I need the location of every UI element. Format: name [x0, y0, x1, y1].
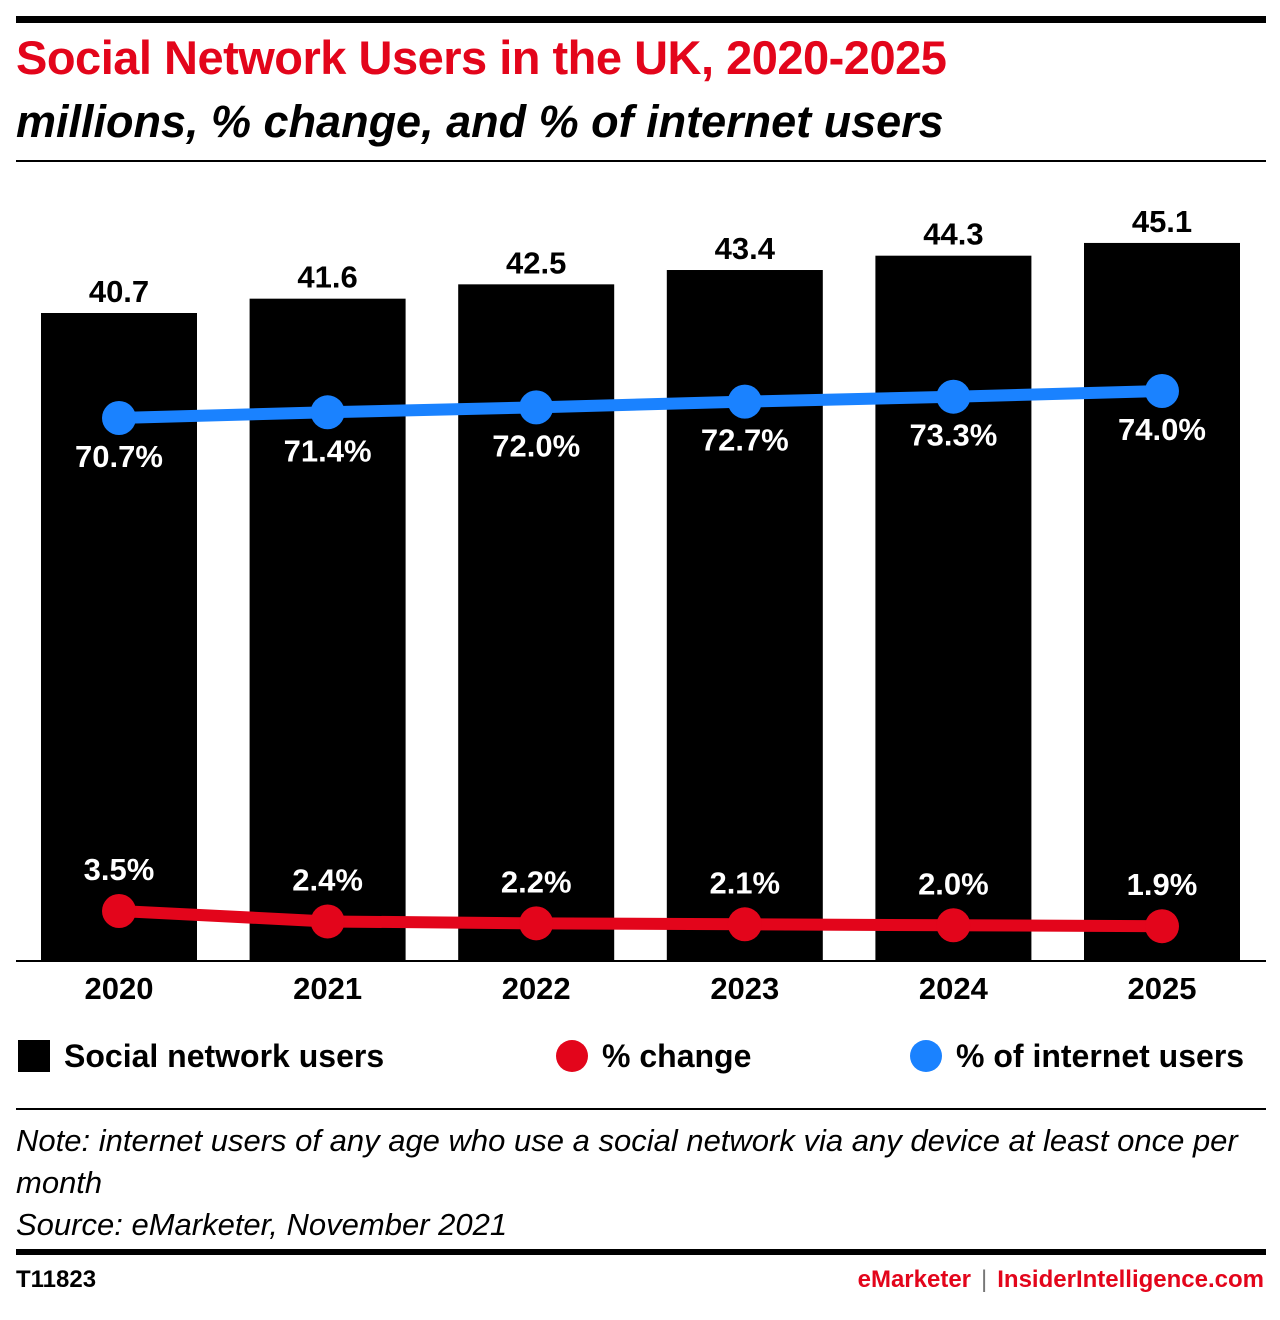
- percent-change-point: [519, 906, 554, 941]
- percent-change-data-label: 2.1%: [709, 865, 780, 900]
- note: Note: internet users of any age who use …: [16, 1120, 1266, 1246]
- subtitle-rule: [16, 160, 1266, 162]
- brand-emarketer: eMarketer: [857, 1266, 972, 1293]
- x-tick-label: 2020: [85, 971, 154, 1006]
- percent-change-data-label: 1.9%: [1127, 867, 1198, 902]
- bar-value-label: 43.4: [715, 231, 776, 266]
- legend-rule: [16, 1108, 1266, 1110]
- internet-share-point: [102, 401, 136, 435]
- bar-value-label: 42.5: [506, 245, 566, 280]
- legend-label-bars: Social network users: [64, 1037, 385, 1074]
- internet-share-point: [310, 395, 345, 430]
- percent-change-point: [936, 908, 971, 943]
- bar: [875, 255, 1032, 961]
- percent-change-point: [310, 904, 345, 939]
- percent-change-data-label: 2.4%: [292, 862, 363, 897]
- legend-swatch-bars: [18, 1040, 50, 1072]
- percent-change-data-label: 2.0%: [918, 866, 989, 901]
- bar: [666, 270, 823, 961]
- internet-share-data-label: 73.3%: [909, 418, 997, 453]
- internet-share-point: [936, 379, 971, 414]
- legend-swatch-change: [556, 1040, 588, 1072]
- internet-share-data-label: 72.7%: [701, 423, 789, 458]
- internet-share-point: [1145, 374, 1179, 408]
- internet-share-data-label: 70.7%: [75, 439, 163, 474]
- bar: [458, 284, 615, 961]
- x-tick-label: 2022: [502, 971, 571, 1006]
- percent-change-data-label: 2.2%: [501, 864, 572, 899]
- legend-percent-internet-users: % of internet users: [910, 1036, 1244, 1076]
- bar: [1084, 242, 1240, 962]
- x-tick-label: 2025: [1128, 971, 1197, 1006]
- top-rule: [16, 16, 1266, 23]
- internet-share-point: [727, 384, 762, 419]
- bar-value-label: 41.6: [297, 260, 357, 295]
- percent-change-point: [1145, 909, 1179, 944]
- note-text: Note: internet users of any age who use …: [16, 1123, 1238, 1200]
- bar-value-label: 40.7: [89, 274, 149, 309]
- percent-change-line: [113, 905, 1168, 933]
- chart-subtitle: millions, % change, and % of internet us…: [16, 96, 944, 147]
- brand-separator: |: [981, 1266, 988, 1293]
- chart-title: Social Network Users in the UK, 2020-202…: [16, 31, 947, 84]
- legend-swatch-share: [910, 1040, 942, 1072]
- bottom-rule: [16, 1249, 1266, 1255]
- x-tick-label: 2024: [919, 971, 989, 1006]
- internet-share-point: [519, 390, 554, 425]
- legend-percent-change: % change: [556, 1036, 751, 1076]
- legend-social-network-users: Social network users: [18, 1036, 384, 1076]
- brand: eMarketer | InsiderIntelligence.com: [858, 1266, 1264, 1294]
- chart: 40.7 2020 41.6 2021 42.5 2022 43.4 2023 44.3 2024…: [16, 204, 1266, 1006]
- chart-id: T11823: [16, 1266, 97, 1293]
- percent-change-point: [102, 894, 136, 928]
- internet-share-data-label: 72.0%: [492, 428, 580, 463]
- percent-change-data-label: 3.5%: [84, 852, 155, 887]
- bar-value-label: 44.3: [923, 217, 983, 252]
- internet-share-data-label: 74.0%: [1118, 412, 1206, 447]
- internet-share-data-label: 71.4%: [284, 433, 372, 468]
- brand-insider-intelligence: InsiderIntelligence.com: [997, 1266, 1264, 1293]
- percent-change-point: [727, 907, 762, 942]
- x-tick-label: 2021: [293, 971, 362, 1006]
- legend-label-change: % change: [602, 1037, 752, 1074]
- source-text: Source: eMarketer, November 2021: [16, 1207, 508, 1242]
- internet-share-line: [113, 385, 1168, 424]
- bar-value-label: 45.1: [1132, 204, 1192, 239]
- legend-label-share: % of internet users: [956, 1037, 1245, 1074]
- x-tick-label: 2023: [710, 971, 779, 1006]
